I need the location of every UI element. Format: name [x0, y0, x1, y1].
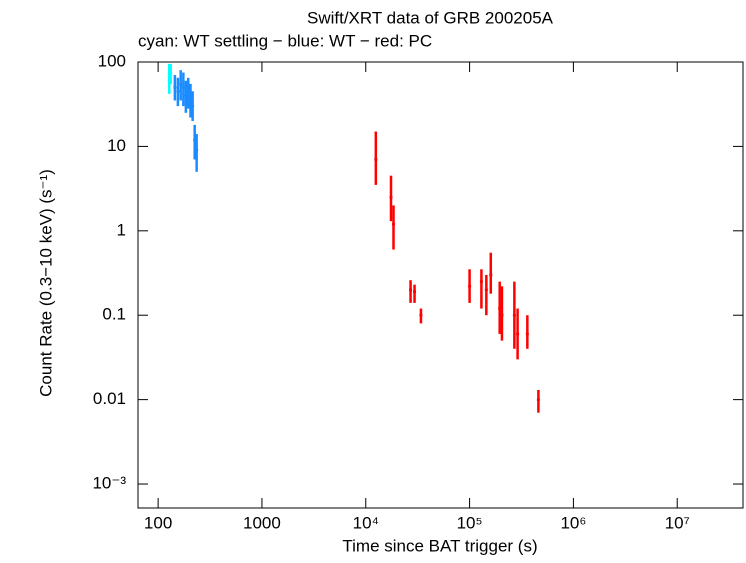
y-tick-label: 1	[117, 220, 126, 239]
y-tick-label: 0.01	[93, 389, 126, 408]
y-tick-label: 10	[107, 136, 126, 155]
y-tick-label: 10⁻³	[92, 474, 126, 493]
x-tick-label: 1000	[243, 513, 281, 532]
x-tick-label: 10⁶	[560, 513, 586, 532]
x-axis-label: Time since BAT trigger (s)	[342, 536, 537, 555]
y-tick-label: 0.1	[102, 305, 126, 324]
x-tick-label: 10⁵	[457, 513, 483, 532]
plot-frame	[137, 61, 744, 509]
x-tick-label: 10⁷	[665, 513, 690, 532]
chart-title: Swift/XRT data of GRB 200205A	[307, 8, 554, 27]
y-axis-label: Count Rate (0.3−10 keV) (s⁻¹)	[36, 169, 55, 397]
chart-subtitle: cyan: WT settling − blue: WT − red: PC	[138, 31, 432, 50]
x-tick-label: 100	[144, 513, 172, 532]
y-tick-label: 100	[98, 51, 126, 70]
x-tick-label: 10⁴	[353, 513, 379, 532]
